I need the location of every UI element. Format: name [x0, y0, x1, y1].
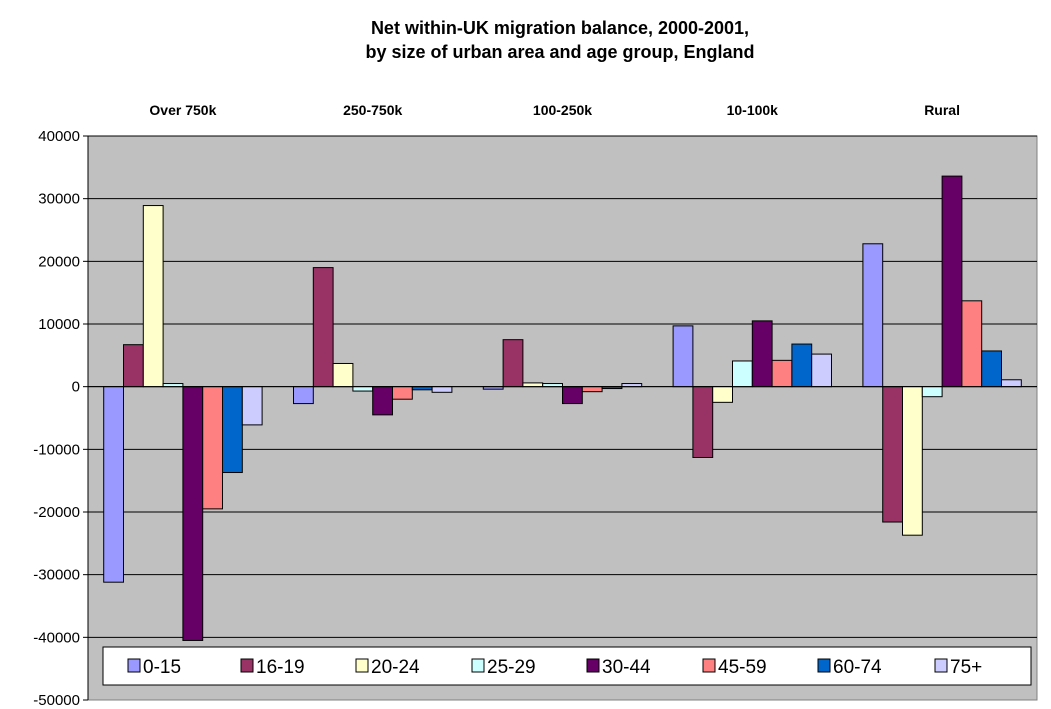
bar	[902, 386, 923, 536]
legend-label: 75+	[950, 657, 982, 678]
bar	[392, 386, 413, 400]
y-tick-label: -50000	[33, 692, 80, 709]
bar	[182, 386, 204, 641]
bar	[372, 386, 394, 416]
bar	[522, 382, 544, 388]
legend-label: 16-19	[256, 657, 305, 678]
legend-swatch	[127, 658, 141, 673]
bar	[921, 386, 943, 398]
bar	[771, 359, 793, 388]
category-label: 10-100k	[727, 102, 779, 118]
y-tick-label: 10000	[38, 316, 80, 333]
bar	[123, 344, 144, 388]
bar	[811, 353, 833, 388]
bar	[142, 205, 164, 388]
legend-swatch	[355, 658, 369, 673]
bar	[862, 243, 884, 388]
y-tick-label: 20000	[38, 253, 80, 270]
bar	[751, 320, 773, 388]
legend-swatch	[702, 658, 716, 673]
bar	[882, 386, 904, 523]
bar	[941, 175, 963, 388]
bar	[961, 300, 983, 388]
bar	[241, 386, 263, 426]
bar	[562, 386, 583, 405]
legend-label: 30-44	[602, 657, 651, 678]
chart-title: Net within-UK migration balance, 2000-20…	[371, 18, 749, 38]
bar	[293, 386, 314, 405]
y-tick-label: -10000	[33, 441, 80, 458]
legend-label: 60-74	[833, 657, 882, 678]
bar	[791, 343, 813, 388]
bar	[1001, 379, 1022, 388]
category-label: 250-750k	[343, 102, 402, 118]
y-axis: 40000 30000 20000 10000 0 -10000 -20000 -30000 -…	[33, 128, 89, 709]
y-tick-label: 0	[72, 379, 80, 396]
bar	[732, 360, 753, 388]
legend-swatch	[817, 658, 831, 673]
legend-label: 25-29	[487, 657, 536, 678]
legend: 0-15 16-19 20-24 25-29 30-44 45-59 60-74 75+	[102, 646, 1032, 686]
bar	[712, 386, 734, 403]
bar	[692, 386, 714, 458]
category-label: Over 750k	[149, 102, 216, 118]
bar	[431, 386, 453, 393]
bar	[332, 362, 354, 388]
bar	[103, 386, 124, 583]
legend-swatch	[586, 658, 600, 673]
legend-swatch	[240, 658, 254, 673]
legend-label: 45-59	[718, 657, 767, 678]
y-tick-label: 30000	[38, 191, 80, 208]
category-label: Rural	[924, 102, 960, 118]
bar	[981, 350, 1003, 388]
bar	[312, 267, 334, 388]
chart-subtitle: by size of urban area and age group, Eng…	[365, 42, 754, 62]
category-labels: Over 750k 250-750k 100-250k 10-100k Rural	[149, 102, 960, 118]
category-label: 100-250k	[533, 102, 592, 118]
y-tick-label: -20000	[33, 504, 80, 521]
bars	[88, 175, 1037, 641]
legend-label: 20-24	[371, 657, 420, 678]
gridlines	[88, 135, 1037, 638]
legend-box	[102, 646, 1032, 686]
bar	[222, 386, 243, 474]
y-tick-label: 40000	[38, 128, 80, 145]
legend-label: 0-15	[143, 657, 181, 678]
bar	[352, 386, 374, 392]
bar	[502, 339, 524, 388]
legend-swatch	[934, 658, 948, 673]
bar	[202, 386, 223, 510]
y-tick-label: -40000	[33, 629, 80, 646]
bar	[672, 325, 694, 388]
y-tick-label: -30000	[33, 567, 80, 584]
bar	[581, 386, 603, 393]
legend-swatch	[471, 658, 485, 673]
